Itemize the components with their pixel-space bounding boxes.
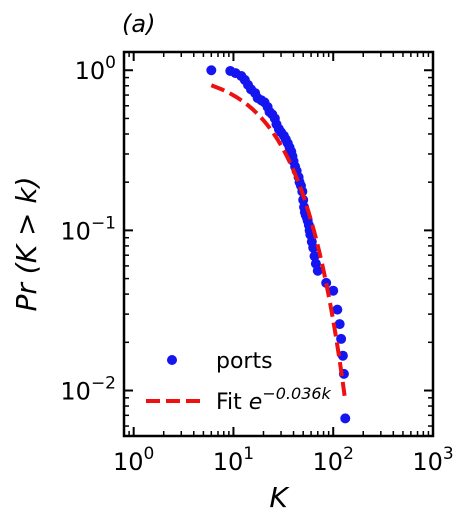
y-tick-label-1-base: 10 <box>60 217 91 245</box>
x-tick-label-2: 102 <box>313 444 354 476</box>
y-tick-label-2-base: 10 <box>75 57 106 85</box>
x-tick-label-1: 101 <box>213 444 254 476</box>
plot-frame <box>124 52 433 436</box>
x-tick-label-3-base: 10 <box>412 448 443 476</box>
legend-marker-ports <box>167 355 177 365</box>
x-tick-label-2-exp: 2 <box>343 444 354 464</box>
y-tick-label-1-exp: −1 <box>91 213 116 233</box>
legend-label-fit-name: Fit <box>216 390 249 415</box>
legend: ports Fit e−0.036k <box>146 349 332 415</box>
legend-label-fit-exp: −0.036k <box>262 384 331 403</box>
panel-label: (a) <box>122 10 155 38</box>
y-tick-label-2: 100 <box>75 53 116 85</box>
x-tick-label-0-exp: 0 <box>144 444 155 464</box>
y-tick-label-0-exp: −2 <box>91 374 116 394</box>
legend-label-ports: ports <box>216 349 273 374</box>
y-axis-label: Pr (K > k) <box>10 177 43 312</box>
x-tick-label-2-base: 10 <box>313 448 344 476</box>
y-tick-label-1: 10−1 <box>60 213 116 245</box>
x-tick-label-3-exp: 3 <box>443 444 454 464</box>
x-tick-label-0: 100 <box>113 444 154 476</box>
y-tick-label-0: 10−2 <box>60 374 116 406</box>
data-point-52 <box>340 413 350 423</box>
legend-label-fit-base: e <box>249 390 263 415</box>
x-tick-label-0-base: 10 <box>113 448 144 476</box>
y-tick-label-0-base: 10 <box>60 378 91 406</box>
y-tick-label-2-exp: 0 <box>105 53 116 73</box>
legend-label-fit: Fit e−0.036k <box>216 384 332 415</box>
axis-ticks <box>124 52 433 436</box>
x-tick-label-1-exp: 1 <box>243 444 254 464</box>
data-point-0 <box>206 65 216 75</box>
x-tick-label-3: 103 <box>412 444 453 476</box>
x-axis-label: K <box>269 481 290 514</box>
x-tick-label-1-base: 10 <box>213 448 244 476</box>
